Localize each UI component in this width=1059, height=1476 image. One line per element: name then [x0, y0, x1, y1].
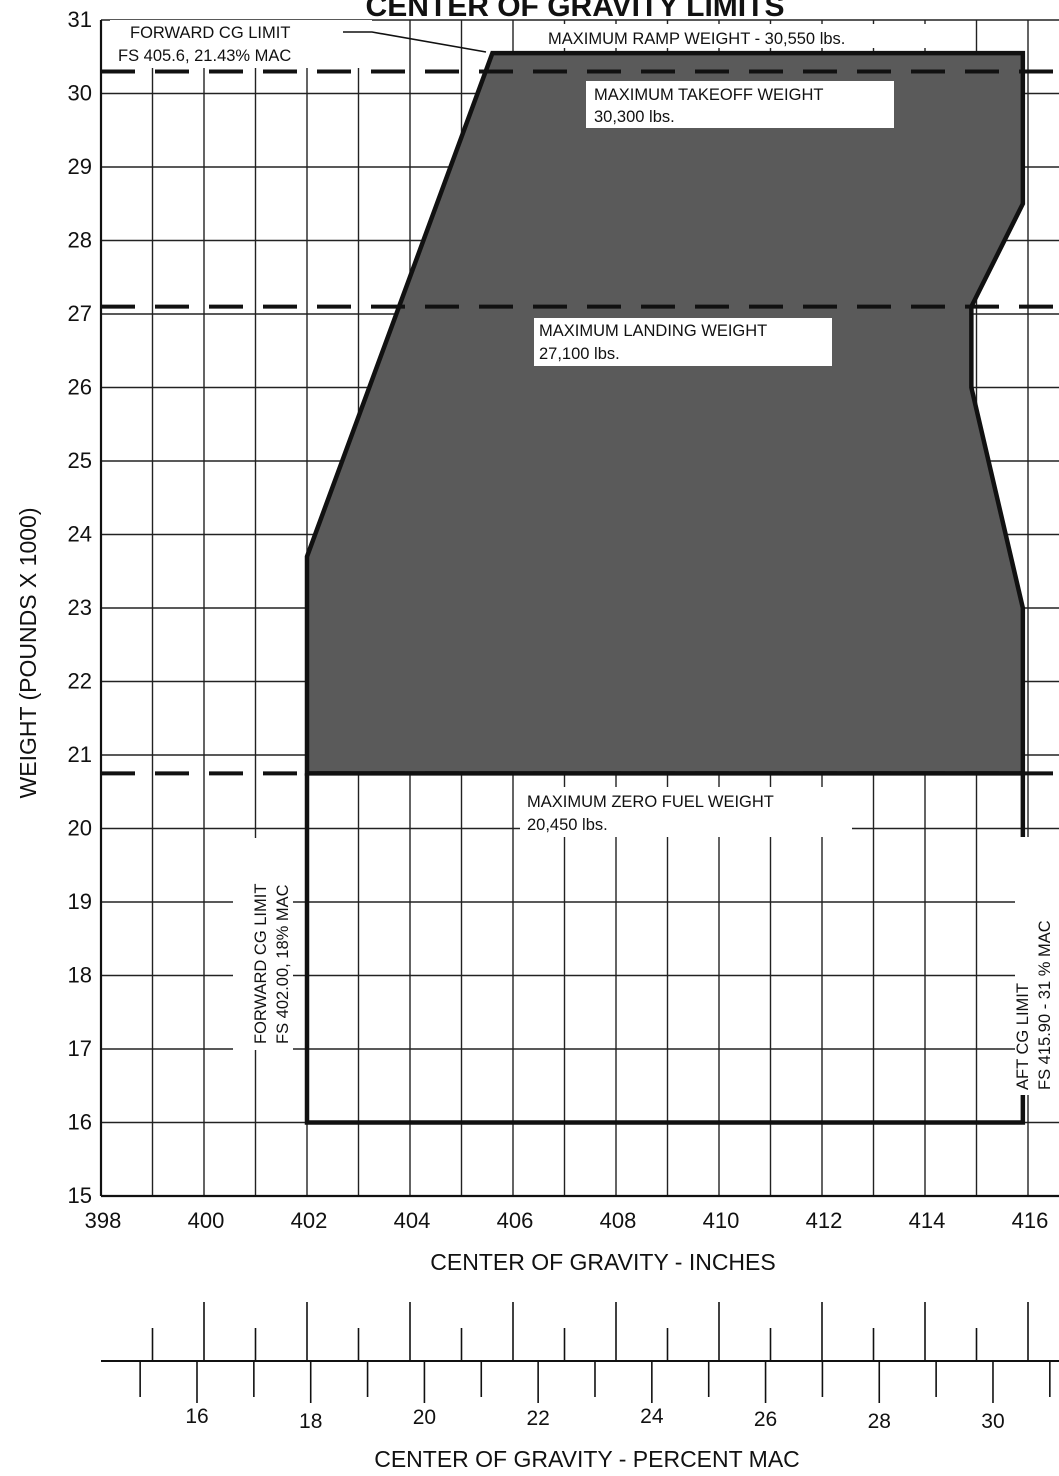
fwd-cg-top-value: FS 405.6, 21.43% MAC [118, 47, 291, 65]
envelope-layer [304, 50, 1026, 1125]
annotations: MAXIMUM RAMP WEIGHT - 30,550 lbs. MAXIMU… [110, 20, 1059, 1095]
aft-cg-label: AFT CG LIMIT [1014, 983, 1032, 1090]
x-tick-label: 412 [806, 1208, 843, 1233]
zero-fuel-label-bg [520, 787, 852, 837]
x-tick-labels: 398 400 402 404 406 408 410 412 414 416 [85, 1208, 1049, 1233]
mac-tick-label: 26 [754, 1408, 777, 1431]
fwd-top-label-bg [110, 20, 372, 68]
cg-envelope-area [304, 50, 1026, 776]
max-zero-fuel-weight-label: MAXIMUM ZERO FUEL WEIGHT [527, 793, 774, 811]
landing-label-bg [534, 318, 832, 366]
mac-tick-label: 22 [526, 1407, 549, 1430]
ramp-label-bg [540, 24, 945, 48]
y-tick-label: 19 [68, 889, 92, 914]
y-tick-label: 16 [68, 1110, 92, 1135]
fwd-cg-low-value: FS 402.00, 18% MAC [274, 884, 292, 1044]
max-landing-weight-label: MAXIMUM LANDING WEIGHT [539, 322, 767, 340]
mac-tick-label: 24 [640, 1405, 664, 1428]
aft-label-bg [1015, 837, 1059, 1095]
max-ramp-weight-label: MAXIMUM RAMP WEIGHT - 30,550 lbs. [548, 30, 845, 48]
x-tick-label: 400 [188, 1208, 225, 1233]
y-tick-label: 22 [68, 669, 92, 694]
axes [99, 20, 1059, 1198]
max-takeoff-weight-label: MAXIMUM TAKEOFF WEIGHT [594, 86, 823, 104]
y-tick-label: 29 [68, 154, 92, 179]
y-tick-label: 17 [68, 1036, 92, 1061]
x-tick-label: 406 [497, 1208, 534, 1233]
x-tick-label: 398 [85, 1208, 122, 1233]
y-tick-label: 31 [68, 7, 92, 32]
takeoff-label-bg [586, 81, 894, 128]
y-tick-label: 20 [68, 816, 92, 841]
x-tick-label: 408 [600, 1208, 637, 1233]
y-tick-label: 28 [68, 228, 92, 253]
mac-tick-label: 18 [299, 1410, 322, 1433]
y-tick-label: 26 [68, 375, 92, 400]
max-zero-fuel-weight-value: 20,450 lbs. [527, 816, 608, 834]
y-tick-label: 27 [68, 301, 92, 326]
x-tick-label: 416 [1012, 1208, 1049, 1233]
fwd-top-leader [343, 31, 487, 53]
mac-scale: 161820222426283032 [101, 1302, 1059, 1433]
y-tick-label: 25 [68, 448, 92, 473]
y-tick-label: 24 [68, 522, 92, 547]
y-tick-label: 23 [68, 595, 92, 620]
mac-tick-label: 28 [868, 1410, 891, 1433]
chart-title: CENTER OF GRAVITY LIMITS [366, 0, 785, 23]
y-tick-label: 30 [68, 81, 92, 106]
x-axis-title: CENTER OF GRAVITY - INCHES [430, 1249, 775, 1275]
mac-tick-label: 30 [981, 1410, 1004, 1433]
fwd-cg-low-label: FORWARD CG LIMIT [252, 884, 270, 1044]
max-landing-weight-value: 27,100 lbs. [539, 345, 620, 363]
x-tick-label: 410 [703, 1208, 740, 1233]
mac-axis-title: CENTER OF GRAVITY - PERCENT MAC [374, 1446, 800, 1472]
mac-tick-label: 20 [413, 1406, 436, 1429]
fwd-low-label-bg [233, 838, 293, 1050]
x-tick-label: 402 [291, 1208, 328, 1233]
fwd-cg-top-label: FORWARD CG LIMIT [130, 24, 290, 42]
x-tick-label: 414 [909, 1208, 946, 1233]
max-takeoff-weight-value: 30,300 lbs. [594, 108, 675, 126]
y-tick-labels: 15 16 17 18 19 20 21 22 23 24 25 26 27 28 29 30 31 [68, 7, 92, 1208]
y-tick-label: 18 [68, 963, 92, 988]
y-tick-label: 21 [68, 742, 92, 767]
aft-cg-value: FS 415.90 - 31 % MAC [1036, 920, 1054, 1090]
mac-tick-label: 16 [185, 1405, 208, 1428]
y-tick-label: 15 [68, 1183, 92, 1208]
x-tick-label: 404 [394, 1208, 431, 1233]
y-axis-title: WEIGHT (POUNDS X 1000) [15, 508, 41, 799]
